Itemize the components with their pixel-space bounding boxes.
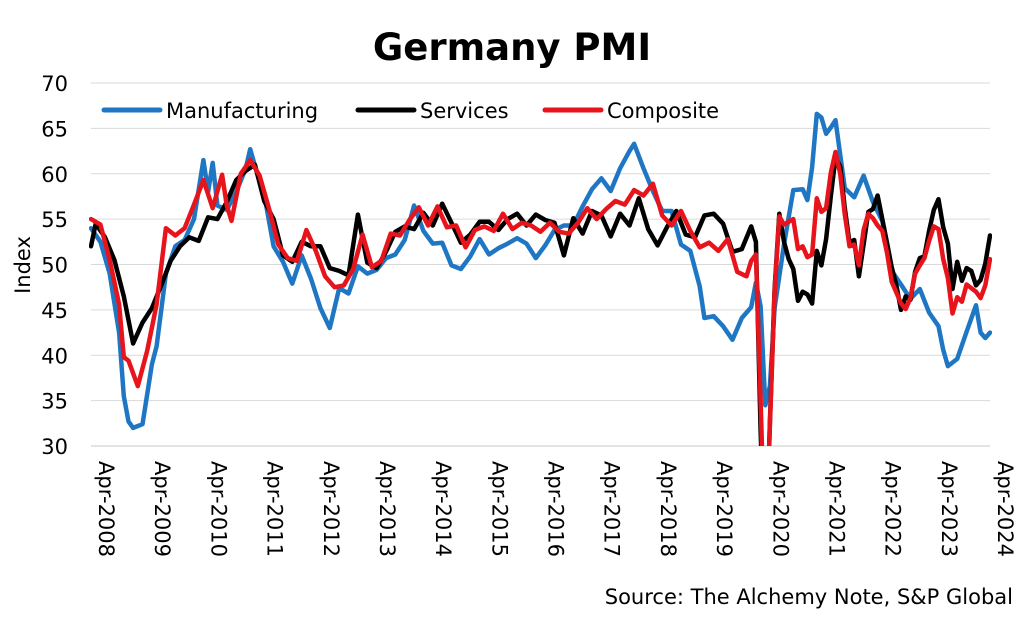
- source-note: Source: The Alchemy Note, S&P Global: [605, 585, 1013, 609]
- y-axis: 30 35 40 45 50 55 60 65 70: [41, 72, 68, 459]
- y-tick-label: 35: [41, 390, 68, 414]
- x-tick-label: Apr-2017: [600, 461, 624, 557]
- x-tick-label: Apr-2009: [150, 461, 174, 557]
- x-tick-label: Apr-2019: [712, 461, 736, 557]
- x-axis: Apr-2008 Apr-2009 Apr-2010 Apr-2011 Apr-2012…: [94, 461, 1017, 557]
- legend-item-manufacturing: Manufacturing: [101, 99, 318, 123]
- x-tick-label: Apr-2013: [375, 461, 399, 557]
- legend: Manufacturing Services Composite: [101, 99, 719, 123]
- y-tick-label: 55: [41, 208, 68, 232]
- y-tick-label: 70: [41, 72, 68, 96]
- series-lines: [89, 111, 992, 446]
- legend-label: Services: [420, 99, 509, 123]
- series-line-manufacturing: [89, 111, 992, 431]
- x-tick-label: Apr-2023: [937, 461, 961, 557]
- y-tick-label: 60: [41, 163, 68, 187]
- y-tick-label: 50: [41, 254, 68, 278]
- x-tick-label: Apr-2018: [656, 461, 680, 557]
- x-tick-label: Apr-2010: [206, 461, 230, 557]
- x-tick-label: Apr-2015: [487, 461, 511, 557]
- x-tick-label: Apr-2021: [824, 461, 848, 557]
- legend-item-services: Services: [355, 99, 509, 123]
- series-line-composite: [89, 149, 992, 446]
- x-tick-label: Apr-2024: [993, 461, 1017, 557]
- x-tick-label: Apr-2020: [768, 461, 792, 557]
- x-tick-label: Apr-2012: [319, 461, 343, 557]
- legend-item-composite: Composite: [542, 99, 719, 123]
- x-tick-label: Apr-2014: [431, 461, 455, 557]
- chart-title: Germany PMI: [373, 26, 651, 69]
- y-tick-label: 45: [41, 299, 68, 323]
- y-tick-label: 30: [41, 435, 68, 459]
- y-tick-label: 65: [41, 117, 68, 141]
- y-axis-label: Index: [11, 236, 35, 294]
- x-tick-label: Apr-2008: [94, 461, 118, 557]
- y-tick-label: 40: [41, 344, 68, 368]
- legend-label: Manufacturing: [166, 99, 318, 123]
- x-tick-label: Apr-2016: [544, 461, 568, 557]
- x-tick-label: Apr-2011: [263, 461, 287, 557]
- x-tick-label: Apr-2022: [881, 461, 905, 557]
- legend-label: Composite: [607, 99, 719, 123]
